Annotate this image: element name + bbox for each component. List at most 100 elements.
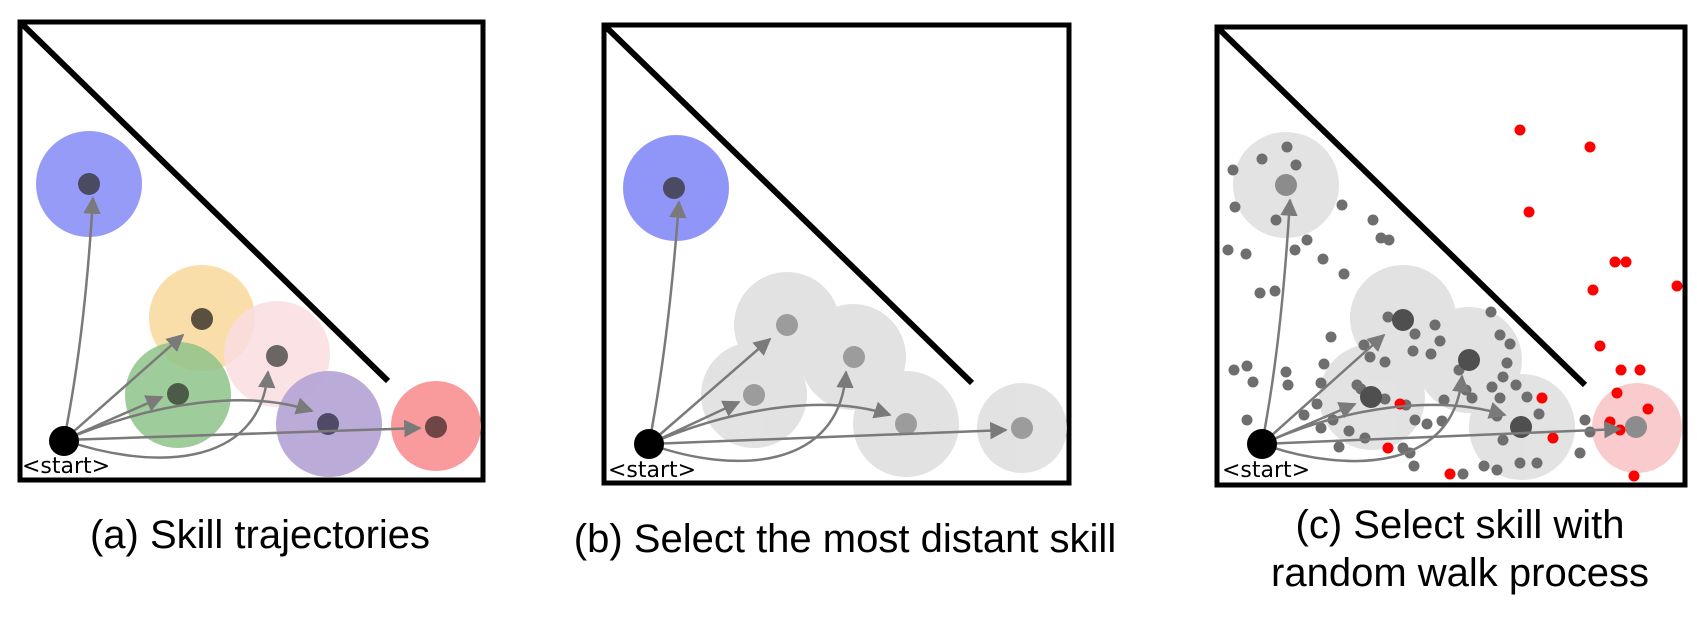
random-walk-red-dot <box>1615 364 1627 376</box>
random-walk-gray-dot <box>1289 244 1301 256</box>
random-walk-gray-dot <box>1521 391 1533 403</box>
random-walk-gray-dot <box>1574 447 1586 459</box>
random-walk-gray-dot <box>1254 287 1266 299</box>
random-walk-gray-dot <box>1315 377 1327 389</box>
random-walk-gray-dot <box>1240 248 1252 260</box>
skill-endpoint <box>1625 416 1647 438</box>
random-walk-gray-dot <box>1290 159 1302 171</box>
random-walk-red-dots <box>1382 124 1683 482</box>
trajectory-arrow <box>1260 198 1298 445</box>
random-walk-gray-dot <box>1317 253 1329 265</box>
random-walk-red-dot <box>1620 256 1632 268</box>
random-walk-gray-dot <box>1514 457 1526 469</box>
random-walk-red-dot <box>1611 387 1623 399</box>
random-walk-gray-dot <box>1311 398 1323 410</box>
start-label: <start> <box>608 458 696 483</box>
random-walk-gray-dot <box>1338 268 1350 280</box>
random-walk-gray-dot <box>1269 285 1281 297</box>
panel-b-skill-endpoints <box>663 177 1033 439</box>
random-walk-gray-dot <box>1485 306 1497 318</box>
random-walk-gray-dot <box>1486 381 1498 393</box>
random-walk-gray-dot <box>1282 379 1294 391</box>
trajectory-arrow <box>63 419 422 442</box>
skill-endpoint <box>776 314 798 336</box>
random-walk-gray-dot <box>1298 409 1310 421</box>
skill-endpoint <box>1360 386 1382 408</box>
random-walk-gray-dot <box>1425 348 1437 360</box>
caption-c-line2: random walk process <box>1271 551 1649 595</box>
random-walk-gray-dot <box>1421 418 1433 430</box>
skill-endpoint <box>895 413 917 435</box>
skill-endpoint <box>425 416 447 438</box>
random-walk-gray-dot <box>1434 335 1446 347</box>
random-walk-gray-dot <box>1383 234 1395 246</box>
random-walk-red-dot <box>1634 364 1646 376</box>
random-walk-gray-dot <box>1409 328 1421 340</box>
random-walk-gray-dot <box>1494 392 1506 404</box>
random-walk-gray-dot <box>1584 426 1596 438</box>
start-label: <start> <box>1222 458 1310 483</box>
panel-b-trajectories <box>647 200 1008 463</box>
random-walk-red-dot <box>1584 141 1596 153</box>
trajectory-arrow <box>63 370 276 459</box>
random-walk-gray-dot <box>1478 460 1490 472</box>
random-walk-red-dot <box>1671 280 1683 292</box>
trajectory-arrow <box>648 370 854 463</box>
panel-a-border <box>17 19 486 483</box>
random-walk-gray-dot <box>1256 153 1268 165</box>
skill-endpoint <box>743 384 765 406</box>
random-walk-gray-dot <box>1227 164 1239 176</box>
random-walk-gray-dot <box>1367 214 1379 226</box>
trajectory-arrow <box>63 333 185 441</box>
random-walk-gray-dot <box>1318 358 1330 370</box>
trajectory-arrow <box>62 196 101 441</box>
caption-c-line1: (c) Select skill with <box>1295 503 1625 547</box>
start-point <box>49 426 79 456</box>
random-walk-gray-dot <box>1510 379 1522 391</box>
panel-c-border <box>1214 24 1688 488</box>
random-walk-gray-dot <box>1270 214 1282 226</box>
random-walk-gray-dot <box>1504 338 1516 350</box>
random-walk-gray-dot <box>1531 457 1543 469</box>
panel-a-skill-endpoints <box>78 173 447 438</box>
trajectory-arrow <box>648 401 892 446</box>
random-walk-red-dot <box>1536 392 1548 404</box>
trajectory-arrow <box>63 397 314 442</box>
random-walk-gray-dot <box>1228 364 1240 376</box>
start-label: <start> <box>22 454 110 479</box>
skill-endpoint <box>1011 417 1033 439</box>
panel-a: <start> <box>17 19 486 483</box>
skill-endpoint <box>843 346 865 368</box>
random-walk-gray-dot <box>1409 414 1421 426</box>
random-walk-gray-dot <box>1222 244 1234 256</box>
panel-b-wall <box>603 24 975 386</box>
random-walk-gray-dot <box>1247 376 1259 388</box>
panel-c-wall <box>1216 26 1588 388</box>
panel-b-border <box>601 22 1072 486</box>
trajectory-arrow <box>1261 420 1622 446</box>
panel-a-wall <box>19 21 391 384</box>
trajectory-arrow <box>1261 333 1386 445</box>
skill-endpoint <box>191 308 213 330</box>
random-walk-gray-dot <box>1241 360 1253 372</box>
skill-endpoint <box>78 173 100 195</box>
trajectory-arrow <box>648 421 1008 446</box>
caption-c: (c) Select skill with random walk proces… <box>1225 501 1695 597</box>
random-walk-red-dot <box>1514 124 1526 136</box>
random-walk-gray-dot <box>1280 366 1292 378</box>
skill-endpoint <box>266 345 288 367</box>
random-walk-gray-dot <box>1241 414 1253 426</box>
skill-endpoint <box>663 177 685 199</box>
random-walk-gray-dot <box>1333 441 1345 453</box>
random-walk-gray-dot <box>1533 408 1545 420</box>
random-walk-gray-dot <box>1429 319 1441 331</box>
random-walk-gray-dot <box>1379 356 1391 368</box>
random-walk-gray-dot <box>1408 460 1420 472</box>
random-walk-red-dot <box>1628 470 1640 482</box>
skill-endpoint <box>317 413 339 435</box>
random-walk-gray-dot <box>1229 201 1241 213</box>
caption-a: (a) Skill trajectories <box>89 513 431 557</box>
skill-endpoint <box>1275 174 1297 196</box>
random-walk-gray-dot <box>1315 422 1327 434</box>
